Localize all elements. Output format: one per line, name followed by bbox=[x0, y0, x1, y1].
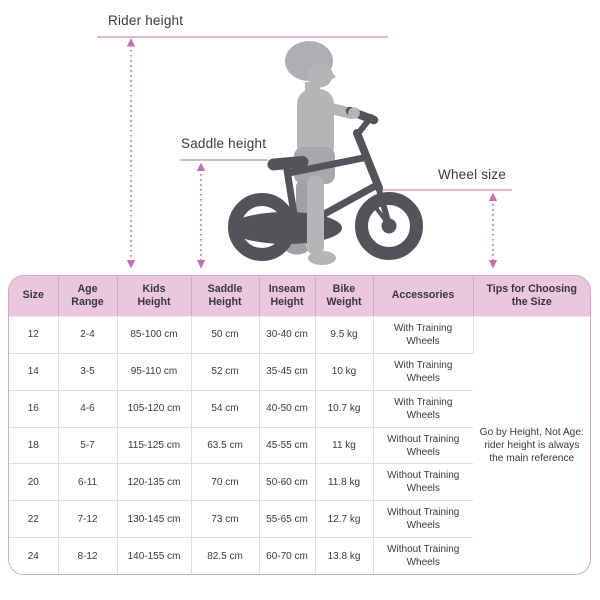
measure-lines bbox=[97, 36, 512, 191]
saddle bbox=[267, 155, 309, 171]
column-header: Age Range bbox=[58, 276, 118, 317]
top-tube bbox=[285, 154, 367, 177]
table-cell: 52 cm bbox=[191, 353, 260, 391]
table-cell: 5-7 bbox=[58, 427, 118, 465]
table-row: 16 4-6 105-120 cm 54 cm 40-50 cm 10.7 kg With … bbox=[9, 390, 590, 428]
table-row: 20 6-11 120-135 cm 70 cm 50-60 cm 11.8 kg With… bbox=[9, 463, 590, 502]
table-cell: 2-4 bbox=[58, 316, 118, 354]
bike-and-rider-illustration bbox=[97, 36, 512, 269]
table-cell: 13.8 kg bbox=[315, 537, 374, 574]
size-table: Size Age Range Kids Height Saddle Height Ins… bbox=[9, 276, 590, 574]
column-header: Tips for Choosing the Size bbox=[473, 276, 590, 317]
table-cell: 130-145 cm bbox=[117, 500, 192, 539]
table-cell: 115-125 cm bbox=[117, 427, 192, 465]
table-cell: 120-135 cm bbox=[117, 463, 192, 502]
table-cell: 95-110 cm bbox=[117, 353, 192, 391]
table-cell: 22 bbox=[9, 500, 59, 539]
table-row: 24 8-12 140-155 cm 82.5 cm 60-70 cm 13.8 kg Wi… bbox=[9, 537, 590, 574]
table-cell: 6-11 bbox=[58, 463, 118, 502]
table-cell: 50-60 cm bbox=[259, 463, 316, 502]
child-near-limbs bbox=[307, 107, 360, 265]
column-header: Bike Weight bbox=[315, 276, 374, 317]
table-cell: 50 cm bbox=[191, 316, 260, 354]
table-cell: 60-70 cm bbox=[259, 537, 316, 574]
table-row: 12 2-4 85-100 cm 50 cm 30-40 cm 9.5 kg With Tr… bbox=[9, 316, 590, 574]
table-cell: 54 cm bbox=[191, 390, 260, 428]
table-cell: 30-40 cm bbox=[259, 316, 316, 354]
table-cell: 16 bbox=[9, 390, 59, 428]
table-cell: 85-100 cm bbox=[117, 316, 192, 354]
table-cell: 70 cm bbox=[191, 463, 260, 502]
table-cell: Without Training Wheels bbox=[373, 537, 473, 574]
table-row: 14 3-5 95-110 cm 52 cm 35-45 cm 10 kg With Tra… bbox=[9, 353, 590, 391]
table-cell: 18 bbox=[9, 427, 59, 465]
rider-height-label: Rider height bbox=[108, 13, 184, 28]
table-cell: Without Training Wheels bbox=[373, 427, 473, 465]
saddle-height-arrow bbox=[196, 162, 206, 269]
table-cell: 4-6 bbox=[58, 390, 118, 428]
table-cell: 45-55 cm bbox=[259, 427, 316, 465]
table-cell: 40-50 cm bbox=[259, 390, 316, 428]
front-hub bbox=[381, 218, 397, 234]
column-header: Size bbox=[9, 276, 59, 317]
table-cell: 11 kg bbox=[315, 427, 374, 465]
table-cell: 63.5 cm bbox=[191, 427, 260, 465]
table-cell: With Training Wheels bbox=[373, 316, 474, 354]
table-header: Size Age Range Kids Height Saddle Height Ins… bbox=[9, 276, 590, 317]
column-header: Inseam Height bbox=[259, 276, 316, 317]
table-cell: 7-12 bbox=[58, 500, 118, 539]
size-table-body: 12 2-4 85-100 cm 50 cm 30-40 cm 9.5 kg With Tr… bbox=[9, 316, 590, 574]
table-row: 22 7-12 130-145 cm 73 cm 55-65 cm 12.7 kg With… bbox=[9, 500, 590, 539]
wheel-size-arrow bbox=[488, 192, 498, 269]
table-cell: 73 cm bbox=[191, 500, 260, 539]
table-cell: 11.8 kg bbox=[315, 463, 374, 502]
table-cell: Without Training Wheels bbox=[373, 463, 473, 502]
table-cell: 3-5 bbox=[58, 353, 118, 391]
table-cell: 10.7 kg bbox=[315, 390, 374, 428]
table-cell: 20 bbox=[9, 463, 59, 502]
table-cell: 24 bbox=[9, 537, 59, 574]
rider-height-arrow bbox=[126, 38, 136, 269]
seat-post bbox=[283, 166, 298, 218]
table-cell: 140-155 cm bbox=[117, 537, 192, 574]
table-cell: 55-65 cm bbox=[259, 500, 316, 539]
table-cell: 10 kg bbox=[315, 353, 374, 391]
table-cell: 105-120 cm bbox=[117, 390, 192, 428]
fork bbox=[375, 183, 392, 228]
table-cell: 14 bbox=[9, 353, 59, 391]
table-row: 18 5-7 115-125 cm 63.5 cm 45-55 cm 11 kg Witho… bbox=[9, 427, 590, 465]
column-header: Saddle Height bbox=[191, 276, 260, 317]
size-chart-table: Size Age Range Kids Height Saddle Height Ins… bbox=[8, 275, 591, 575]
table-cell: With Training Wheels bbox=[373, 390, 473, 428]
table-cell: 8-12 bbox=[58, 537, 118, 574]
wheel-size-label: Wheel size bbox=[438, 167, 507, 182]
table-cell: Without Training Wheels bbox=[373, 500, 473, 539]
saddle-height-label: Saddle height bbox=[181, 136, 267, 151]
table-cell: 12.7 kg bbox=[315, 500, 374, 539]
table-cell: 9.5 kg bbox=[315, 316, 374, 354]
table-cell: 12 bbox=[9, 316, 59, 354]
front-wheel bbox=[355, 192, 423, 260]
table-cell: 82.5 cm bbox=[191, 537, 260, 574]
tips-cell: Go by Height, Not Age: rider height is a… bbox=[473, 316, 590, 574]
head-tube bbox=[353, 129, 383, 192]
column-header: Kids Height bbox=[117, 276, 192, 317]
column-header: Accessories bbox=[373, 276, 474, 317]
table-cell: 35-45 cm bbox=[259, 353, 316, 391]
table-cell: With Training Wheels bbox=[373, 353, 473, 391]
